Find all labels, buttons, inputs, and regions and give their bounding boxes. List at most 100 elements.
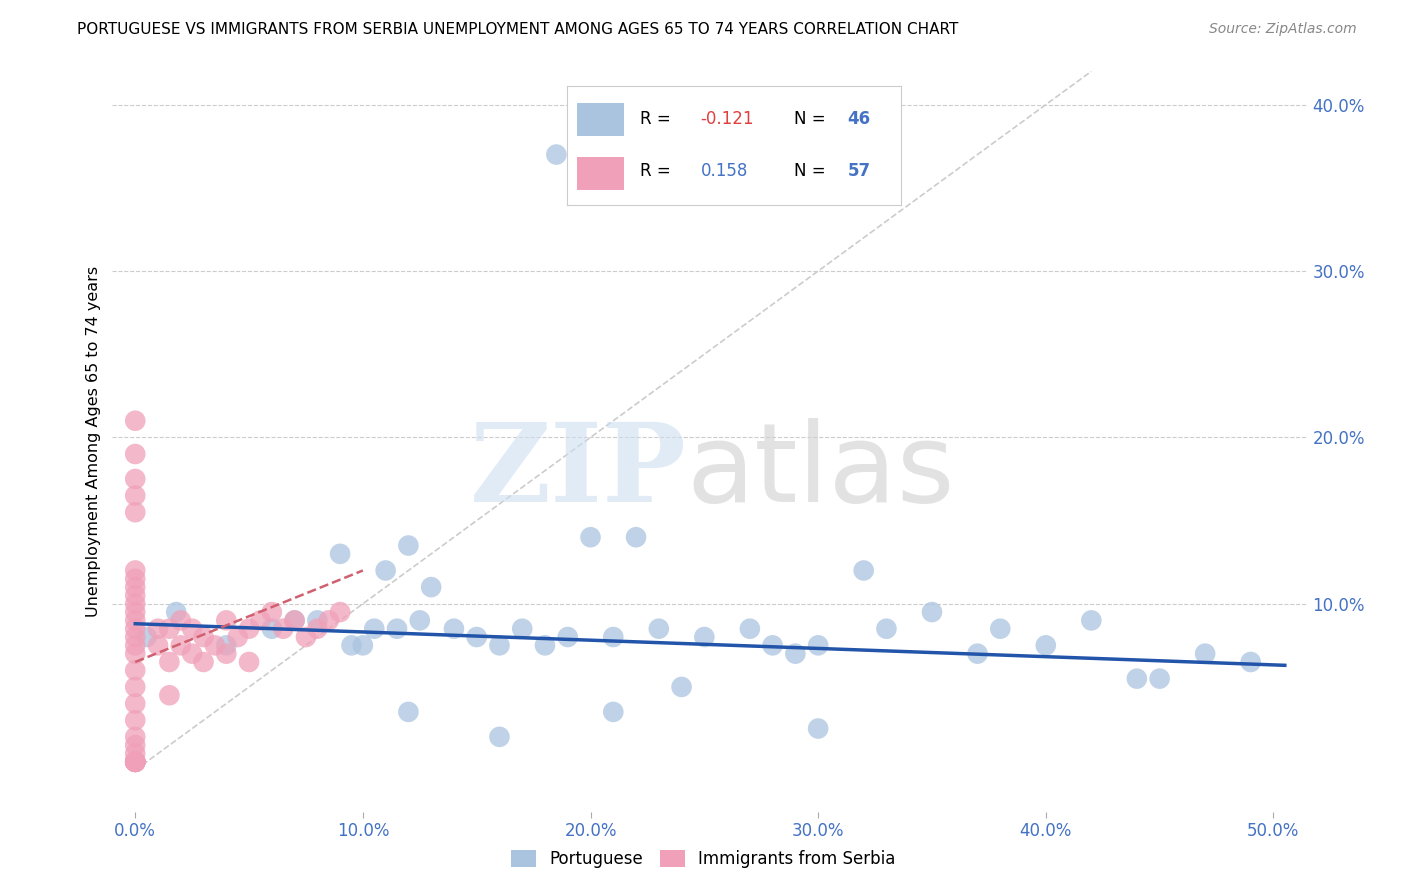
Point [124, 755, 146, 769]
Point [396, 705, 419, 719]
Point [124, 472, 146, 486]
Point [1240, 655, 1263, 669]
Point [226, 630, 249, 644]
Point [170, 614, 193, 628]
Point [465, 630, 488, 644]
Point [135, 630, 157, 644]
Point [738, 622, 761, 636]
Point [284, 614, 307, 628]
Point [260, 605, 283, 619]
Point [124, 572, 146, 586]
Point [124, 680, 146, 694]
Point [124, 614, 146, 628]
Point [181, 622, 204, 636]
Point [238, 655, 260, 669]
Point [124, 663, 146, 677]
Point [124, 755, 146, 769]
Point [546, 147, 568, 161]
Point [124, 755, 146, 769]
Point [488, 638, 510, 652]
Point [124, 755, 146, 769]
Point [124, 564, 146, 578]
Point [1035, 638, 1057, 652]
Point [124, 755, 146, 769]
Point [693, 630, 716, 644]
Point [193, 630, 215, 644]
Point [157, 688, 180, 702]
Point [443, 622, 465, 636]
Point [966, 647, 988, 661]
Point [1080, 614, 1102, 628]
Point [238, 622, 260, 636]
Point [157, 655, 180, 669]
Point [271, 622, 294, 636]
Point [193, 655, 215, 669]
Point [124, 755, 146, 769]
Point [124, 630, 146, 644]
Point [602, 705, 624, 719]
Point [807, 722, 830, 736]
Point [181, 647, 204, 661]
Point [124, 713, 146, 727]
Point [1149, 672, 1171, 686]
Point [157, 622, 180, 636]
Point [146, 622, 169, 636]
Point [260, 622, 283, 636]
Point [295, 630, 318, 644]
Point [124, 755, 146, 769]
Point [124, 605, 146, 619]
Point [124, 730, 146, 744]
Point [510, 622, 533, 636]
Point [396, 539, 419, 553]
Point [420, 580, 443, 594]
Point [340, 638, 363, 652]
Point [124, 414, 146, 428]
Text: Source: ZipAtlas.com: Source: ZipAtlas.com [1209, 22, 1357, 37]
Point [1126, 672, 1149, 686]
Point [363, 622, 385, 636]
Point [124, 747, 146, 761]
Point [124, 589, 146, 603]
Point [352, 638, 374, 652]
Text: atlas: atlas [686, 417, 955, 524]
Point [648, 622, 671, 636]
Point [204, 638, 226, 652]
Point [215, 638, 238, 652]
Legend: Portuguese, Immigrants from Serbia: Portuguese, Immigrants from Serbia [505, 843, 901, 875]
Point [307, 614, 329, 628]
Point [557, 630, 579, 644]
Point [329, 605, 352, 619]
Point [807, 638, 830, 652]
Point [318, 614, 340, 628]
Point [124, 755, 146, 769]
Point [284, 614, 307, 628]
Point [307, 622, 329, 636]
Point [374, 564, 396, 578]
Point [124, 697, 146, 711]
Point [409, 614, 432, 628]
Point [534, 638, 557, 652]
Point [385, 622, 408, 636]
Point [488, 730, 510, 744]
Point [602, 630, 624, 644]
Point [671, 680, 693, 694]
Text: ZIP: ZIP [470, 417, 686, 524]
Point [762, 638, 785, 652]
Point [1194, 647, 1216, 661]
Point [165, 605, 187, 619]
Point [124, 738, 146, 752]
Y-axis label: Unemployment Among Ages 65 to 74 years: Unemployment Among Ages 65 to 74 years [86, 266, 101, 617]
Text: PORTUGUESE VS IMMIGRANTS FROM SERBIA UNEMPLOYMENT AMONG AGES 65 TO 74 YEARS CORR: PORTUGUESE VS IMMIGRANTS FROM SERBIA UNE… [77, 22, 959, 37]
Point [124, 489, 146, 503]
Point [329, 547, 352, 561]
Point [124, 622, 146, 636]
Point [215, 647, 238, 661]
Point [146, 638, 169, 652]
Point [215, 614, 238, 628]
Point [785, 647, 807, 661]
Point [124, 638, 146, 652]
Point [624, 530, 647, 544]
Point [170, 638, 193, 652]
Point [124, 647, 146, 661]
Point [124, 755, 146, 769]
